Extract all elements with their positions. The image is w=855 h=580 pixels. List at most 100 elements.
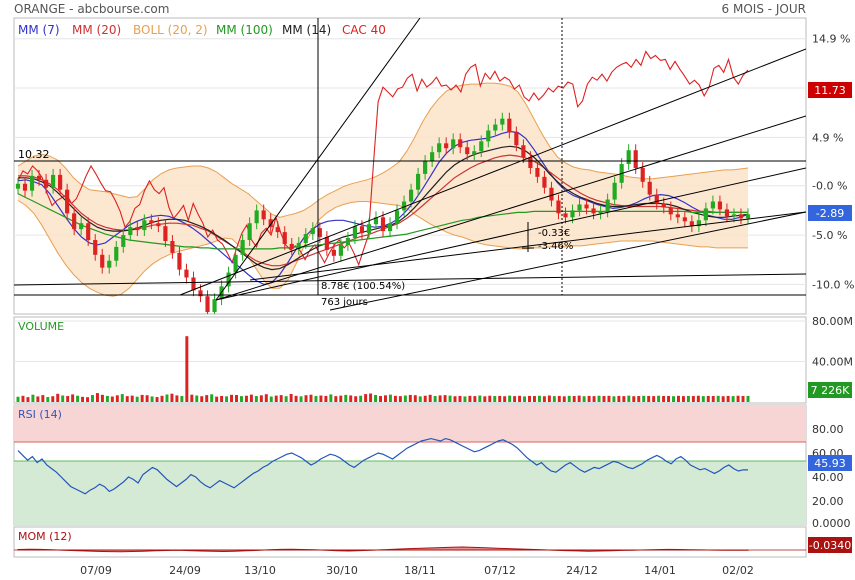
candle-body	[317, 228, 322, 238]
volume-bar	[686, 395, 690, 402]
badge-mom: -0.0340	[808, 537, 852, 553]
chart-title: ORANGE - abcbourse.com	[14, 2, 169, 16]
volume-bar	[314, 396, 318, 402]
volume-bar	[259, 395, 263, 402]
volume-bar	[423, 395, 427, 402]
volume-bar	[691, 396, 695, 402]
x-tick-label: 18/11	[404, 564, 436, 577]
main-tick-label: -0.0 %	[812, 180, 847, 193]
mom-area-path	[17, 546, 749, 553]
candle-body	[423, 161, 428, 174]
volume-bar	[289, 394, 293, 402]
candle-body	[65, 189, 70, 214]
candle-body	[359, 226, 365, 234]
volume-bar	[726, 395, 730, 402]
candle-body	[479, 141, 484, 152]
volume-bar	[468, 395, 472, 402]
trendlines	[14, 18, 806, 311]
volume-bar	[125, 396, 129, 402]
candle-body	[500, 118, 505, 125]
volume-tick-label: 80.00M	[812, 315, 853, 328]
rsi-oversold-zone	[14, 461, 806, 525]
volume-bar	[279, 395, 283, 402]
volume-bar	[408, 394, 412, 402]
volume-bar	[230, 394, 234, 402]
volume-bar	[274, 395, 278, 402]
volume-bar	[210, 394, 214, 402]
volume-bar	[647, 395, 651, 402]
volume-bar	[160, 395, 164, 402]
volume-bar	[205, 395, 209, 402]
volume-bar	[587, 395, 591, 402]
candle-body	[507, 118, 512, 133]
volume-tick-label: 40.00M	[812, 356, 853, 369]
volume-title: VOLUME	[18, 320, 64, 333]
candle-body	[696, 220, 701, 227]
x-tick-label: 24/12	[566, 564, 598, 577]
volume-bar	[46, 397, 50, 402]
volume-bar	[239, 396, 243, 402]
volume-bar	[264, 394, 268, 402]
candle-body	[528, 157, 533, 168]
volume-bar	[577, 395, 581, 402]
candle-body	[22, 183, 28, 191]
candle-body	[745, 214, 751, 219]
volume-bars	[16, 336, 750, 402]
volume-bar	[438, 395, 442, 402]
volume-bar	[165, 394, 169, 402]
candle-body	[675, 214, 680, 218]
candle-body	[486, 130, 491, 142]
volume-bar	[359, 395, 363, 402]
volume-bar	[309, 394, 313, 402]
rsi-title: RSI (14)	[18, 408, 62, 421]
candle-body	[472, 151, 477, 155]
candle-body	[710, 201, 715, 209]
candle-body	[149, 220, 154, 224]
volume-bar	[26, 397, 30, 402]
candle-body	[563, 213, 568, 218]
volume-bar	[319, 395, 323, 402]
candle-body	[58, 174, 63, 190]
legend-mm100: MM (100)	[216, 23, 273, 37]
volume-bar	[344, 394, 348, 402]
volume-bar	[190, 394, 194, 402]
badge-mom-value: -0.0340	[809, 539, 851, 552]
rsi-overbought-zone	[14, 405, 806, 442]
volume-bar	[711, 396, 715, 402]
candle-body	[100, 254, 105, 268]
x-tick-label: 24/09	[169, 564, 201, 577]
volume-bar	[597, 395, 601, 402]
volume-bar	[662, 396, 666, 402]
candle-body	[268, 219, 273, 228]
trendline-support	[14, 273, 806, 286]
candle-body	[170, 240, 175, 253]
trendline-fan-6	[329, 211, 806, 311]
candle-body	[142, 220, 147, 231]
volume-bar	[746, 395, 750, 402]
volume-bar	[155, 397, 159, 402]
volume-bar	[388, 394, 392, 402]
volume-bar	[21, 395, 25, 402]
badge-cac40-value: 11.73	[814, 84, 846, 97]
x-tick-label: 07/12	[484, 564, 516, 577]
candle-body	[156, 223, 161, 227]
volume-bar	[130, 395, 134, 402]
volume-bar	[349, 395, 353, 402]
volume-bar	[498, 395, 502, 402]
candle-body	[296, 242, 301, 249]
candle-body	[331, 249, 336, 256]
candle-body	[43, 179, 49, 188]
candle-body	[352, 226, 358, 239]
volume-bar	[31, 394, 35, 402]
candle-body	[731, 214, 737, 217]
volume-bar	[403, 395, 407, 402]
badge-volume-bg	[808, 382, 852, 398]
badge-volume: 7 226K	[808, 382, 852, 398]
candle-body	[703, 208, 708, 221]
candle-body	[654, 194, 659, 204]
volume-bar	[701, 396, 705, 402]
volume-bar	[105, 395, 109, 402]
badge-orange-bg	[808, 205, 852, 221]
mom-title: MOM (12)	[18, 530, 72, 543]
